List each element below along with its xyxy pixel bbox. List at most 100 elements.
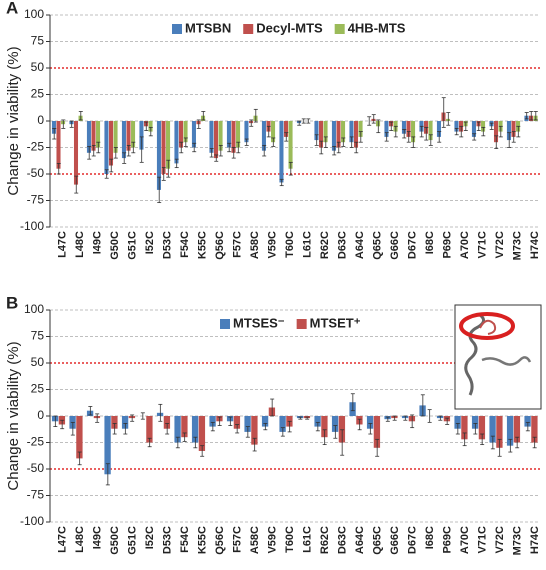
bar	[401, 121, 406, 134]
y-tick-label: 100	[24, 302, 44, 316]
bar	[279, 416, 286, 432]
bar	[91, 121, 96, 151]
legend-swatch	[220, 319, 230, 329]
x-tick-label: F57C	[232, 526, 244, 553]
x-tick-label: Q65C	[372, 526, 384, 555]
x-tick-label: A70C	[459, 526, 471, 554]
bar	[178, 121, 184, 148]
bar	[166, 121, 171, 169]
x-tick-label: F57C	[232, 231, 244, 258]
y-tick-label: -25	[27, 435, 45, 449]
bar	[108, 121, 114, 166]
bar	[261, 416, 269, 427]
x-tick-label: T60C	[284, 526, 296, 553]
x-tick-label: D53C	[162, 231, 174, 259]
y-tick-label: 75	[31, 329, 45, 343]
y-tick-label: 75	[31, 34, 45, 48]
bar	[314, 121, 319, 141]
x-tick-label: L61C	[302, 526, 314, 553]
bar	[236, 121, 241, 148]
bar	[358, 121, 363, 137]
bar	[384, 121, 389, 137]
bar	[279, 121, 284, 183]
bar	[218, 121, 223, 151]
y-axis-label: Change in viability (%)	[5, 341, 22, 490]
bar	[174, 121, 179, 164]
x-tick-label: G50C	[109, 231, 121, 260]
bar	[146, 416, 153, 443]
x-tick-label: Q56C	[214, 231, 226, 260]
bar	[139, 121, 144, 150]
x-tick-label: P69C	[442, 231, 454, 259]
x-tick-label: G51C	[127, 526, 139, 555]
bar	[318, 121, 324, 148]
x-tick-label: D67C	[407, 526, 419, 554]
bar	[191, 416, 199, 443]
legend-label: 4HB-MTS	[348, 20, 406, 35]
x-tick-label: L48C	[74, 231, 86, 258]
y-tick-label: -75	[27, 488, 45, 502]
x-tick-label: L48C	[74, 526, 86, 553]
legend-label: MTSES⁻	[233, 315, 285, 330]
bar	[454, 121, 459, 132]
bar	[226, 121, 231, 148]
bar	[471, 121, 476, 137]
x-tick-label: K55C	[197, 526, 209, 554]
x-tick-label: G66C	[389, 231, 401, 260]
x-tick-label: V71C	[477, 526, 489, 554]
x-tick-label: M73C	[512, 526, 524, 555]
bar	[524, 416, 531, 427]
bar	[436, 121, 441, 137]
bar	[51, 121, 56, 134]
bar	[126, 121, 131, 151]
x-tick-label: Q56C	[214, 526, 226, 555]
bar	[506, 416, 514, 446]
bar	[283, 121, 289, 137]
bar	[511, 121, 516, 137]
bar	[104, 416, 111, 475]
y-tick-label: 25	[31, 87, 45, 101]
bar	[531, 416, 538, 443]
bar	[131, 121, 136, 148]
bar	[506, 121, 511, 141]
bar	[174, 416, 181, 443]
x-tick-label: I52C	[144, 231, 156, 254]
bar	[366, 416, 374, 429]
x-tick-label: H74C	[529, 231, 541, 259]
x-tick-label: G51C	[127, 231, 139, 260]
bar	[454, 416, 461, 429]
bar	[478, 416, 486, 440]
y-tick-label: -100	[20, 514, 44, 528]
bar	[261, 121, 266, 151]
bar	[209, 416, 216, 427]
x-tick-label: V72C	[494, 526, 506, 554]
x-tick-label: I52C	[144, 526, 156, 549]
bar	[121, 416, 129, 429]
bar	[461, 416, 468, 440]
bar	[209, 121, 214, 153]
x-tick-label: V72C	[494, 231, 506, 259]
x-tick-label: L47C	[57, 231, 69, 258]
legend-swatch	[334, 24, 345, 34]
y-tick-label: 50	[31, 355, 45, 369]
bar	[213, 121, 219, 159]
bar	[341, 121, 346, 143]
x-tick-label: I68C	[424, 526, 436, 549]
x-tick-label: V59C	[267, 526, 279, 554]
x-tick-label: G66C	[389, 526, 401, 555]
x-tick-label: K55C	[197, 231, 209, 259]
x-tick-label: I49C	[92, 526, 104, 549]
y-tick-label: 100	[24, 7, 44, 21]
bar	[471, 416, 479, 429]
x-tick-label: M73C	[512, 231, 524, 260]
y-tick-label: 0	[37, 408, 44, 422]
bar	[73, 121, 79, 185]
bar	[314, 416, 321, 427]
bar	[191, 121, 196, 148]
bar	[481, 121, 486, 132]
x-tick-label: Q65C	[372, 231, 384, 260]
bar	[331, 121, 336, 151]
x-tick-label: F54C	[179, 231, 191, 258]
x-tick-label: D63C	[337, 231, 349, 259]
bar	[321, 416, 328, 438]
